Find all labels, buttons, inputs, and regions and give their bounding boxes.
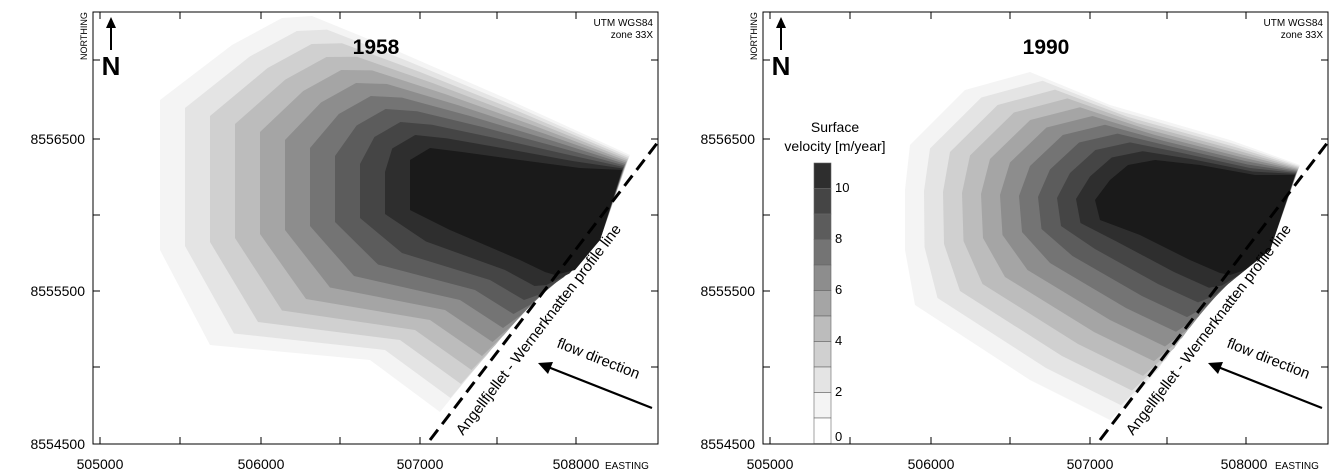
y-tick-label: 8554500 bbox=[30, 436, 85, 452]
legend-title-line1: Surface bbox=[811, 119, 859, 135]
velocity-band bbox=[1095, 160, 1295, 275]
legend-swatch bbox=[813, 213, 832, 240]
y-tick-label: 8556500 bbox=[700, 131, 755, 147]
legend-swatch bbox=[813, 162, 832, 189]
easting-label: EASTING bbox=[605, 461, 649, 472]
flow-direction-arrow-icon bbox=[538, 362, 653, 410]
velocity-contours-1958 bbox=[160, 16, 630, 412]
x-tick-label: 505000 bbox=[77, 456, 124, 472]
y-tick-label: 8554500 bbox=[700, 436, 755, 452]
profile-line bbox=[1098, 141, 1330, 441]
map-panel-1990: N NORTHING 1990 UTM WGS84 zone 33X 85565… bbox=[700, 11, 1330, 472]
map-panel-1958: N NORTHING 1958 UTM WGS84 zone 33X 85565… bbox=[30, 11, 660, 472]
year-title: 1958 bbox=[353, 36, 400, 59]
velocity-band bbox=[410, 148, 622, 275]
crs-line1: UTM WGS84 bbox=[594, 18, 654, 29]
northing-label: NORTHING bbox=[79, 12, 89, 60]
frame-ticks bbox=[763, 12, 1328, 444]
legend-label: 4 bbox=[835, 333, 842, 348]
x-tick-label: 506000 bbox=[238, 456, 285, 472]
x-tick-label: 507000 bbox=[1067, 456, 1114, 472]
frame-ticks bbox=[93, 12, 658, 444]
legend-swatch bbox=[813, 392, 832, 419]
velocity-contours-1990 bbox=[905, 72, 1300, 420]
north-letter: N bbox=[772, 51, 791, 81]
map-frame bbox=[92, 11, 659, 445]
flow-direction-arrow-icon bbox=[1208, 362, 1323, 410]
crs-line2: zone 33X bbox=[611, 30, 654, 41]
profile-line bbox=[428, 141, 660, 441]
legend-title-line2: velocity [m/year] bbox=[784, 138, 885, 154]
legend-label: 6 bbox=[835, 282, 842, 297]
legend-swatch bbox=[813, 417, 832, 444]
northing-label: NORTHING bbox=[749, 12, 759, 60]
legend-swatches bbox=[813, 162, 832, 444]
north-arrow-icon bbox=[106, 17, 116, 50]
crs-line1: UTM WGS84 bbox=[1264, 18, 1324, 29]
y-tick-label: 8555500 bbox=[700, 283, 755, 299]
north-arrow-icon bbox=[776, 17, 786, 50]
year-title: 1990 bbox=[1023, 36, 1070, 59]
legend-swatch bbox=[813, 341, 832, 368]
x-tick-label: 508000 bbox=[1221, 456, 1268, 472]
legend-swatch bbox=[813, 239, 832, 266]
x-tick-label: 508000 bbox=[553, 456, 600, 472]
legend-swatch bbox=[813, 264, 832, 291]
easting-label: EASTING bbox=[1275, 461, 1319, 472]
map-frame bbox=[762, 11, 1329, 445]
x-tick-label: 505000 bbox=[747, 456, 794, 472]
x-tick-label: 507000 bbox=[397, 456, 444, 472]
legend-label: 8 bbox=[835, 231, 842, 246]
velocity-legend: Surface velocity [m/year] 10 8 6 4 2 0 bbox=[784, 119, 885, 444]
legend-swatch bbox=[813, 290, 832, 317]
y-tick-label: 8556500 bbox=[30, 131, 85, 147]
legend-swatch bbox=[813, 366, 832, 393]
legend-label: 0 bbox=[835, 429, 842, 444]
x-tick-label: 506000 bbox=[908, 456, 955, 472]
legend-label: 2 bbox=[835, 384, 842, 399]
legend-label: 10 bbox=[835, 180, 849, 195]
legend-swatch bbox=[813, 315, 832, 342]
crs-line2: zone 33X bbox=[1281, 30, 1324, 41]
y-tick-label: 8555500 bbox=[30, 283, 85, 299]
legend-swatch bbox=[813, 188, 832, 215]
north-letter: N bbox=[102, 51, 121, 81]
